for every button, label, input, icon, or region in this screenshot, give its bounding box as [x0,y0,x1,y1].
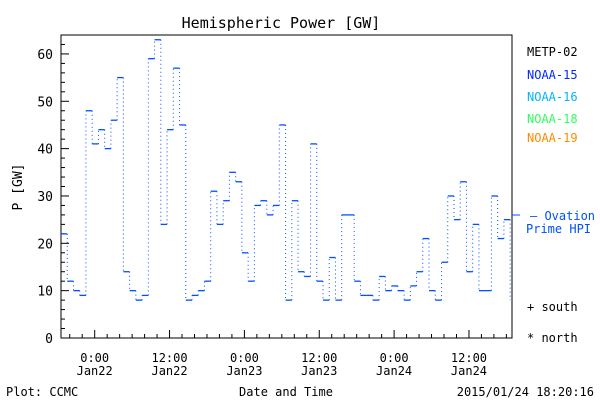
y-tick-label: 10 [37,285,53,300]
legend-sat-0: METP-02 [527,45,578,59]
legend-sat-3: NOAA-18 [527,112,578,126]
y-axis: 0 10 20 30 40 50 60 [37,34,69,347]
x-tick-label-date: Jan22 [77,364,113,378]
y-tick-label: 0 [45,332,53,347]
x-axis: 0:00Jan2212:00Jan220:00Jan2312:00Jan230:… [69,330,507,378]
x-tick-label-date: Jan22 [151,364,187,378]
legend: METP-02 NOAA-15 NOAA-16 NOAA-18 NOAA-19 … [512,45,595,345]
x-tick-label-time: 0:00 [380,351,409,365]
chart-title: Hemispheric Power [GW] [182,14,381,32]
legend-south: + south [527,300,578,314]
y-tick-label: 30 [37,190,53,205]
x-tick-label-date: Jan24 [451,364,487,378]
footer-timestamp: 2015/01/24 18:20:16 [457,385,594,399]
x-tick-label-date: Jan23 [301,364,337,378]
legend-sat-2: NOAA-16 [527,90,578,104]
legend-model-line2: Prime HPI [526,222,591,236]
y-tick-label: 60 [37,48,53,63]
x-tick-label-time: 12:00 [151,351,187,365]
x-tick-label-time: 12:00 [301,351,337,365]
x-tick-label-date: Jan23 [226,364,262,378]
series-ovation [61,39,511,301]
y-tick-label: 50 [37,95,53,110]
x-tick-label-time: 0:00 [80,351,109,365]
plot-frame [60,34,513,339]
legend-sat-4: NOAA-19 [527,131,578,145]
x-tick-label-time: 12:00 [451,351,487,365]
y-axis-label: P [GW] [11,164,26,211]
y-tick-label: 40 [37,143,53,158]
x-axis-label: Date and Time [239,385,333,399]
legend-north: * north [527,331,578,345]
legend-model-line1: — Ovation [530,209,595,223]
footer-plot-credit: Plot: CCMC [6,385,78,399]
legend-sat-1: NOAA-15 [527,68,578,82]
x-tick-label-time: 0:00 [230,351,259,365]
x-tick-label-date: Jan24 [376,364,412,378]
y-tick-label: 20 [37,237,53,252]
